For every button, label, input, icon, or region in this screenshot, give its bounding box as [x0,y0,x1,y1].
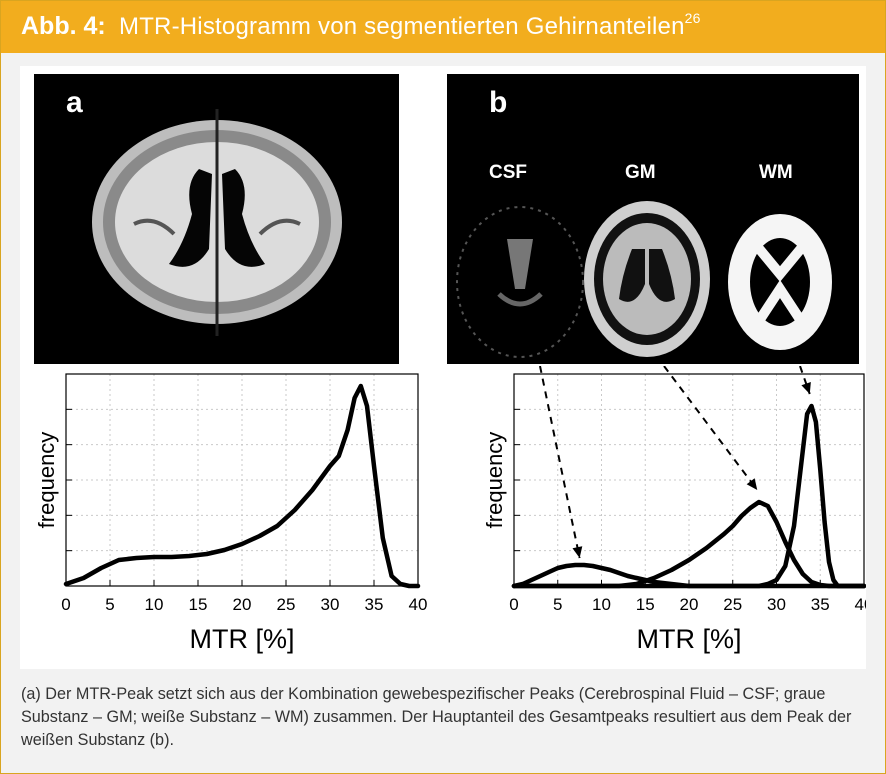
tissue-label-gm: GM [625,162,656,183]
tissue-label-csf: CSF [489,162,527,183]
annotation-arrowhead-gm [746,478,758,490]
x-tick-label: 30 [321,595,340,614]
x-tick-label: 10 [592,595,611,614]
panel-b-label: b [489,86,508,119]
x-tick-label: 25 [277,595,296,614]
series-line-2 [511,403,866,589]
panel-a-label: a [66,86,83,119]
x-tick-label: 40 [409,595,428,614]
histogram-chart-b: 0 5 10 15 20 25 30 35 40 MTR [%] frequency [482,366,866,654]
figure-title-text: MTR-Histogramm von segmentierten Gehirna… [119,13,685,40]
tissue-label-wm: WM [759,162,793,183]
x-tick-label: 5 [553,595,562,614]
figure-header: Abb. 4: MTR-Histogramm von segmentierten… [1,1,885,53]
histogram-chart-a: 0 5 10 15 20 25 30 35 40 MTR [%] frequency [34,373,428,654]
figure-caption: (a) Der MTR-Peak setzt sich aus der Komb… [21,685,852,749]
series-line-0 [63,383,421,589]
x-axis-label: MTR [%] [637,624,742,654]
mri-image-b: b CSF GM WM [447,74,859,364]
x-tick-label: 15 [189,595,208,614]
figure-title: MTR-Histogramm von segmentierten Gehirna… [119,10,701,41]
x-tick-label: 15 [636,595,655,614]
x-tick-label: 20 [233,595,252,614]
x-axis-label: MTR [%] [190,624,295,654]
x-tick-label: 20 [680,595,699,614]
x-tick-label: 40 [855,595,866,614]
series-line-1 [511,499,866,589]
x-tick-label: 5 [105,595,114,614]
y-axis-label: frequency [482,432,507,529]
x-tick-label: 35 [811,595,830,614]
x-tick-label: 35 [365,595,384,614]
figure-footnote-ref: 26 [684,10,701,26]
mri-image-a: a [34,74,399,364]
x-tick-label: 0 [509,595,518,614]
y-axis-label: frequency [34,432,59,529]
annotation-arrowhead-wm [801,381,811,394]
mri-segments-b [456,201,832,358]
annotation-arrow-csf [539,366,581,559]
annotation-arrowhead-csf [572,546,583,558]
mri-brain-a [92,109,342,336]
annotation-arrow-wm [799,366,811,395]
x-tick-label: 0 [61,595,70,614]
annotation-arrow-gm [663,366,759,491]
figure-panel: a b CSF GM WM 0 5 10 15 20 2 [20,66,866,669]
figure-number: Abb. 4: [21,12,106,40]
x-tick-label: 25 [723,595,742,614]
x-tick-label: 10 [145,595,164,614]
x-tick-label: 30 [767,595,786,614]
